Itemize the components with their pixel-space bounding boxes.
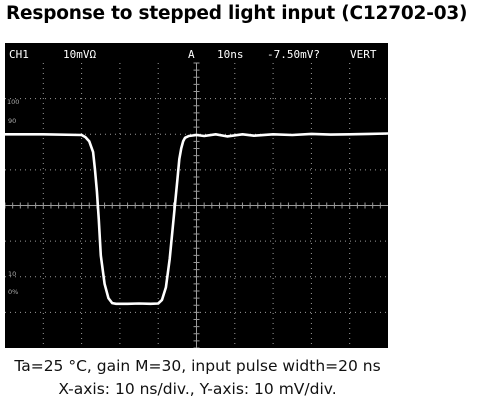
scope-mode: VERT — [350, 48, 377, 61]
caption-axes: X-axis: 10 ns/div., Y-axis: 10 mV/div. — [58, 380, 337, 398]
scope-trigger-level: -7.50mV? — [267, 48, 320, 61]
scope-time-per-div: 10ns — [217, 48, 244, 61]
reference-label-100: 100 — [7, 98, 19, 106]
reference-label-90: 90 — [8, 117, 16, 125]
caption-conditions: Ta=25 °C, gain M=30, input pulse width=2… — [14, 357, 381, 375]
scope-trigger-source: A — [188, 48, 195, 61]
oscilloscope-plot: CH1 10mVΩ A 10ns -7.50mV? VERT 100 90 10… — [5, 48, 388, 348]
reference-label-10: 10 — [8, 270, 16, 278]
scope-volts-per-div: 10mVΩ — [63, 48, 96, 61]
reference-label-0: 0% — [8, 288, 18, 296]
chart-title: Response to stepped light input (C12702-… — [6, 3, 468, 24]
scope-channel-label: CH1 — [9, 48, 29, 61]
signal-trace — [5, 132, 388, 306]
oscilloscope-screen: CH1 10mVΩ A 10ns -7.50mV? VERT 100 90 10… — [5, 43, 388, 348]
